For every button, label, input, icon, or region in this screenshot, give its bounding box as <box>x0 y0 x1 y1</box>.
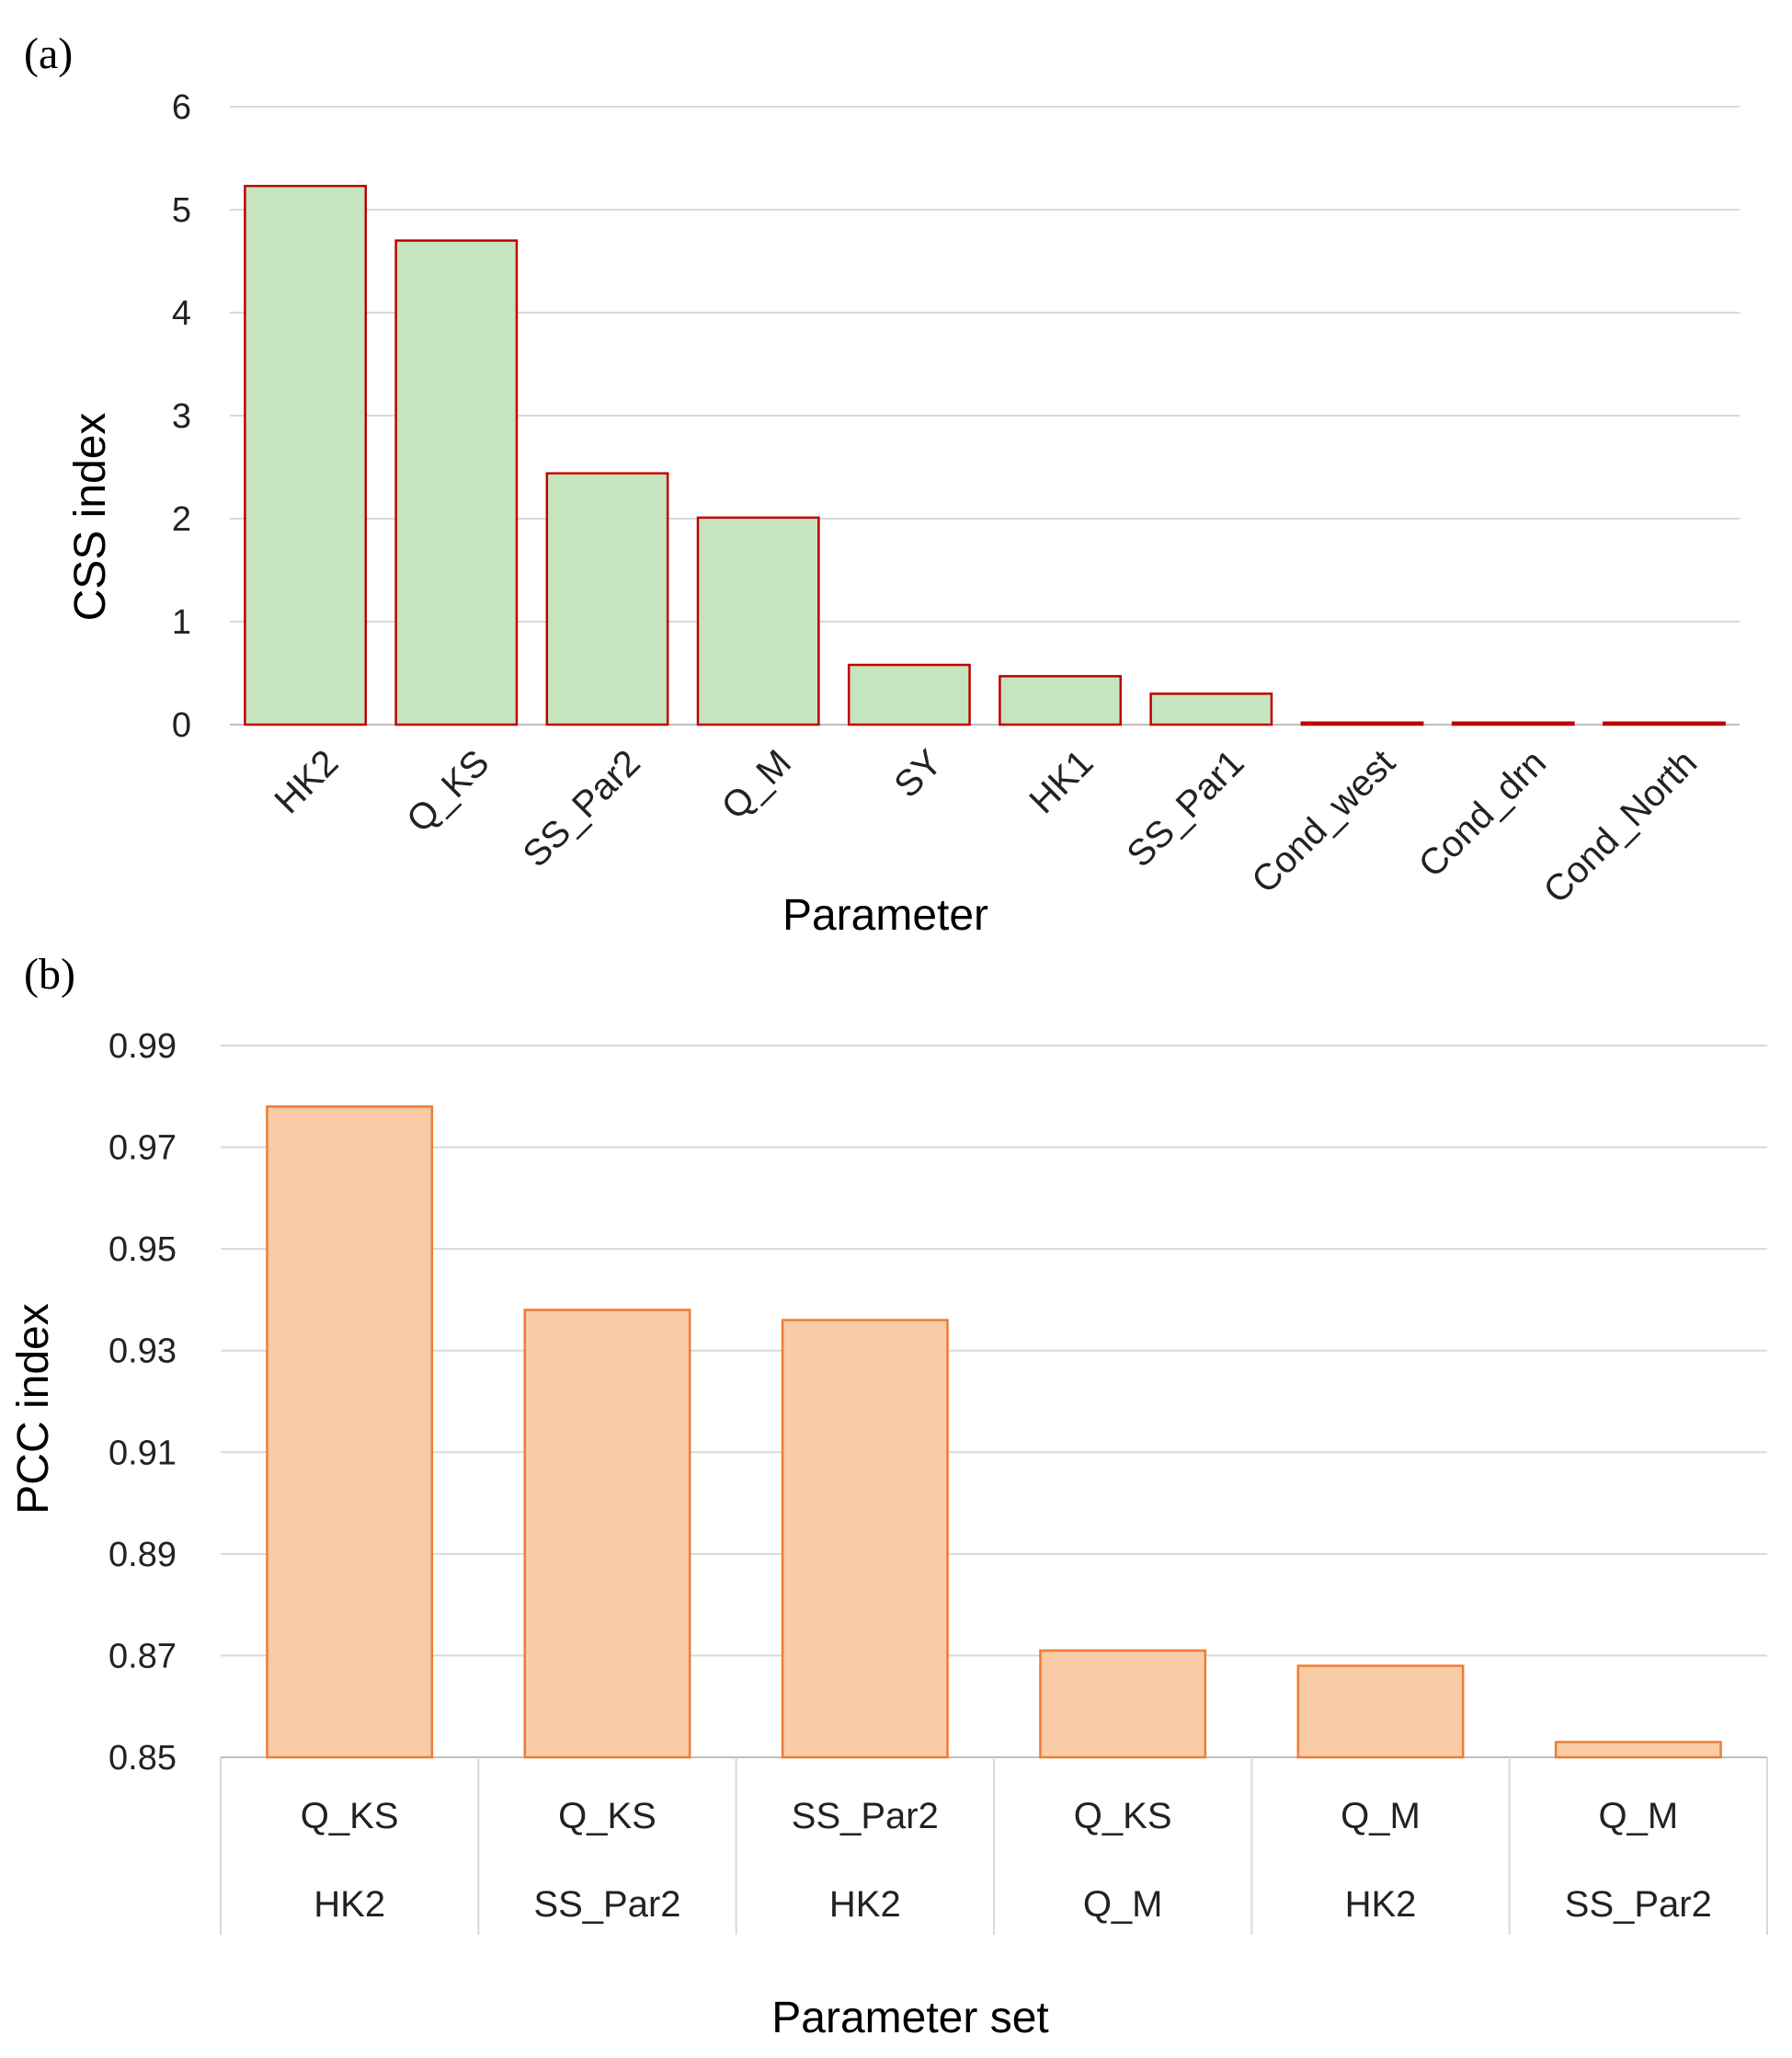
chart-a-bar <box>696 516 820 726</box>
chart-a-x-tick-label: SS_Par2 <box>516 742 648 875</box>
chart-b: (b) 0.85 0.87 0.89 0.91 0.93 0.95 0.97 0.99 Q_K… <box>9 950 1768 2042</box>
chart-b-y-title: PCC index <box>9 1303 58 1514</box>
chart-b-x-tick-label-top: SS_Par2 <box>792 1796 939 1836</box>
chart-a-bar <box>1300 721 1424 726</box>
chart-b-bars <box>266 1105 1722 1759</box>
chart-b-y-tick-label: 0.87 <box>108 1637 177 1675</box>
chart-b-x-tick-label-bottom: HK2 <box>314 1884 385 1925</box>
panel-b-label: (b) <box>24 950 75 999</box>
chart-a-y-tick-label: 4 <box>172 294 191 333</box>
chart-a-bars <box>244 184 1726 726</box>
chart-a-bar <box>394 239 519 726</box>
chart-b-x-tick-label-top: Q_KS <box>301 1796 399 1836</box>
chart-a-bar <box>1602 721 1726 726</box>
chart-a-x-tick-label: Cond_west <box>1244 742 1403 901</box>
chart-b-bar <box>1554 1741 1722 1759</box>
chart-a-x-tick-label: HK1 <box>1022 742 1101 821</box>
chart-a-y-title: CSS index <box>66 413 115 622</box>
chart-b-x-tick-label-bottom: SS_Par2 <box>533 1884 680 1925</box>
chart-a-x-tick-label: Q_KS <box>399 742 497 840</box>
chart-a-x-tick-label: Cond_drn <box>1411 742 1554 885</box>
chart-a-bar <box>1149 692 1273 726</box>
chart-a-bar <box>999 675 1123 726</box>
chart-a-x-tick-label: SS_Par1 <box>1119 742 1251 875</box>
chart-a-bar <box>1451 721 1575 726</box>
chart-b-x-title: Parameter set <box>771 1994 1048 2042</box>
chart-a-x-tick-label: Q_M <box>714 742 799 827</box>
chart-a-x-tick-label: HK2 <box>267 742 346 821</box>
chart-b-y-tick-label: 0.99 <box>108 1027 177 1066</box>
chart-a-y-tick-label: 5 <box>172 191 191 230</box>
chart-b-x-tick-label-top: Q_M <box>1598 1796 1678 1836</box>
chart-b-x-ticks: Q_KS HK2 Q_KS SS_Par2 SS_Par2 HK2 Q_KS Q_M Q_M HK… <box>220 1757 1768 1935</box>
chart-b-bar <box>266 1105 434 1759</box>
chart-b-x-tick-label-bottom: HK2 <box>1345 1884 1417 1925</box>
chart-b-bar <box>1296 1664 1465 1759</box>
chart-b-bar <box>1039 1649 1207 1759</box>
chart-b-gridlines <box>221 1045 1767 1758</box>
chart-b-x-tick-label-top: Q_KS <box>1074 1796 1172 1836</box>
chart-b-x-tick-label-bottom: HK2 <box>829 1884 901 1925</box>
chart-a-y-ticks: 0 1 2 3 4 5 6 <box>172 88 191 745</box>
chart-a-y-tick-label: 1 <box>172 603 191 642</box>
chart-b-y-tick-label: 0.97 <box>108 1129 177 1168</box>
chart-a-bar <box>545 472 669 726</box>
chart-a-y-tick-label: 0 <box>172 706 191 745</box>
panel-a-label: (a) <box>24 29 73 78</box>
chart-b-y-tick-label: 0.95 <box>108 1230 177 1269</box>
chart-b-bar <box>523 1309 691 1759</box>
chart-b-y-ticks: 0.85 0.87 0.89 0.91 0.93 0.95 0.97 0.99 <box>108 1027 177 1778</box>
chart-b-x-tick-label-bottom: SS_Par2 <box>1565 1884 1712 1925</box>
chart-a-x-tick-label: SY <box>886 742 950 806</box>
chart-a-x-title: Parameter <box>782 891 988 940</box>
chart-a-bar <box>847 663 971 726</box>
chart-b-x-tick-label-top: Q_M <box>1341 1796 1421 1836</box>
chart-b-bar <box>781 1319 949 1759</box>
chart-a-y-tick-label: 6 <box>172 88 191 127</box>
chart-a: (a) 0 1 2 3 4 5 6 HK2 Q_KS SS_Par2 Q_M SY HK1 SS_Par… <box>24 29 1740 940</box>
chart-b-y-tick-label: 0.85 <box>108 1739 177 1778</box>
chart-b-x-tick-label-top: Q_KS <box>558 1796 656 1836</box>
chart-b-y-tick-label: 0.89 <box>108 1536 177 1574</box>
chart-a-y-tick-label: 2 <box>172 500 191 539</box>
chart-a-x-tick-label: Cond_North <box>1536 742 1706 911</box>
chart-b-y-tick-label: 0.91 <box>108 1434 177 1472</box>
chart-b-x-tick-label-bottom: Q_M <box>1083 1884 1163 1925</box>
chart-a-y-tick-label: 3 <box>172 397 191 436</box>
chart-b-y-tick-label: 0.93 <box>108 1332 177 1371</box>
chart-a-bar <box>244 184 368 726</box>
